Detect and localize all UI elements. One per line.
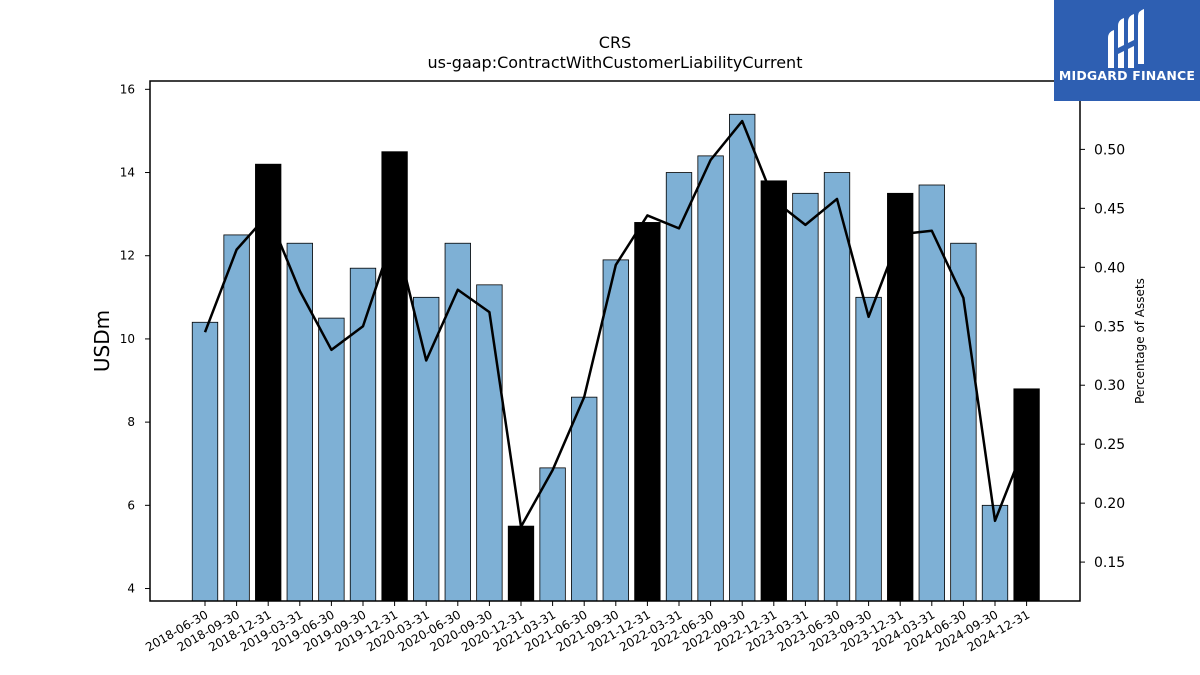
left-tick-label: 14 <box>120 166 135 180</box>
chart-subtitle: us-gaap:ContractWithCustomerLiabilityCur… <box>428 53 803 72</box>
left-axis: 4 6 8 10 12 14 16 <box>120 82 150 596</box>
x-axis: 2018-06-302018-09-302018-12-312019-03-31… <box>143 601 1032 654</box>
left-tick-label: 6 <box>127 498 135 512</box>
bar-2022-09-30 <box>729 113 756 602</box>
right-tick-label: 0.45 <box>1094 201 1125 217</box>
logo-wordmark: MIDGARD FINANCE <box>1058 68 1196 83</box>
y2-axis-label: Percentage of Assets <box>1133 278 1147 404</box>
right-tick-label: 0.35 <box>1094 319 1125 335</box>
bar-2022-06-30 <box>697 155 724 602</box>
bar-2019-06-30 <box>318 317 345 602</box>
bar-2018-06-30 <box>191 321 219 602</box>
bar-2019-12-31 <box>381 151 408 602</box>
right-tick-label: 0.30 <box>1094 378 1125 394</box>
left-tick-label: 10 <box>120 332 135 346</box>
logo-icon <box>1108 9 1144 68</box>
left-tick-label: 12 <box>120 249 135 263</box>
right-axis: 0.15 0.20 0.25 0.30 0.35 0.40 0.45 0.50 <box>1080 142 1125 571</box>
right-tick-label: 0.20 <box>1094 496 1125 512</box>
left-tick-label: 8 <box>127 415 135 429</box>
right-tick-label: 0.40 <box>1094 260 1125 276</box>
bar-series <box>191 113 1040 602</box>
left-tick-label: 16 <box>120 82 135 96</box>
bar-2020-09-30 <box>476 284 503 602</box>
y-axis-label: USDm <box>90 310 114 372</box>
bar-2023-03-31 <box>792 192 819 602</box>
bar-2023-09-30 <box>855 296 882 602</box>
bar-2021-09-30 <box>602 259 629 602</box>
percentage-line <box>203 119 1028 528</box>
right-tick-label: 0.50 <box>1094 142 1125 158</box>
bar-2024-12-31 <box>1013 388 1040 602</box>
bar-2020-12-31 <box>507 525 535 602</box>
bar-2020-06-30 <box>444 242 471 602</box>
brand-logo: MIDGARD FINANCE <box>1054 0 1200 101</box>
bar-2022-12-31 <box>760 180 787 602</box>
plot-frame <box>149 80 1081 602</box>
bar-2021-12-31 <box>634 222 661 602</box>
bar-2018-12-31 <box>255 163 282 602</box>
bar-2021-06-30 <box>571 396 598 602</box>
line-series <box>203 119 1028 528</box>
left-tick-label: 4 <box>127 582 135 596</box>
bar-2018-09-30 <box>223 234 250 602</box>
right-tick-label: 0.15 <box>1094 555 1125 571</box>
bar-2023-06-30 <box>823 172 851 602</box>
right-tick-label: 0.25 <box>1094 437 1125 453</box>
bar-2022-03-31 <box>665 172 693 602</box>
bar-2020-03-31 <box>413 296 440 602</box>
bar-2024-03-31 <box>918 184 945 602</box>
chart-title: CRS <box>599 33 631 52</box>
bar-2019-03-31 <box>286 242 313 602</box>
bar-2019-09-30 <box>349 267 377 602</box>
